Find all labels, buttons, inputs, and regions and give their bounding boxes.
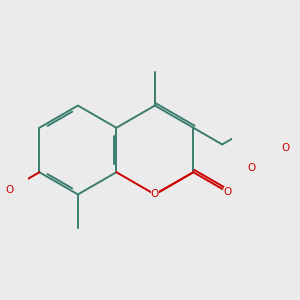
Text: O: O [5,184,14,194]
Text: O: O [247,163,255,173]
Text: O: O [224,187,232,197]
Text: O: O [282,143,290,153]
Text: O: O [151,189,159,200]
